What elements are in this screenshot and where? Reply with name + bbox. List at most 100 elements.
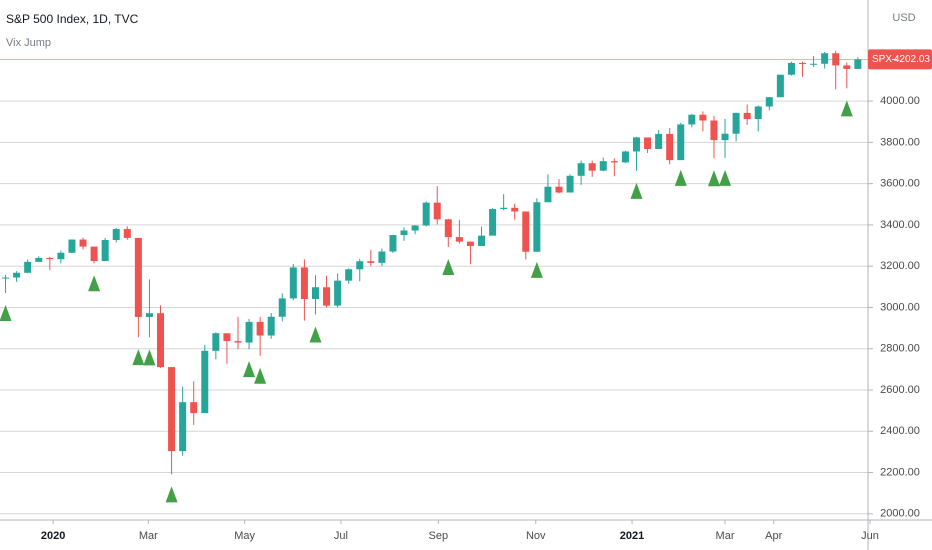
signal-marker <box>132 349 145 366</box>
candle-body <box>267 316 275 336</box>
last-price-symbol: SPX <box>872 54 892 65</box>
x-tick-label: Nov <box>526 530 546 542</box>
candle-body <box>666 133 674 161</box>
candle-body <box>300 267 308 299</box>
candle-body <box>455 237 463 242</box>
candle-body <box>157 313 165 368</box>
candle-body <box>610 161 618 163</box>
candle-body <box>799 62 807 64</box>
candle-body <box>201 350 209 414</box>
candle-body <box>478 235 486 246</box>
y-tick-label: 2400.00 <box>880 425 920 437</box>
x-tick-label: May <box>234 530 255 542</box>
candle-body <box>35 257 43 262</box>
signal-marker <box>0 305 12 322</box>
candle-body <box>699 114 707 121</box>
candle-body <box>489 209 497 236</box>
candle-body <box>688 114 696 125</box>
candle-body <box>821 53 829 64</box>
candle-body <box>632 137 640 152</box>
candle-body <box>522 211 530 252</box>
candle-body <box>566 175 574 193</box>
candle-body <box>422 202 430 226</box>
signal-marker <box>309 326 322 343</box>
candle-body <box>245 321 253 343</box>
signal-marker <box>630 182 643 199</box>
x-tick-label: 2020 <box>41 530 65 542</box>
candle-body <box>644 137 652 149</box>
axes: 2000.00 2200.00 2400.00 2600.00 2800.00 3000.… <box>41 49 932 542</box>
last-price-value: 4202.03 <box>894 54 931 65</box>
candle-body <box>256 321 264 336</box>
time-axis-panel <box>0 520 868 550</box>
candle-body <box>533 202 541 252</box>
candle-body <box>500 207 508 210</box>
candle-body <box>444 219 452 238</box>
candle-body <box>655 133 663 149</box>
candle-body <box>334 280 342 306</box>
candle-body <box>24 261 32 273</box>
x-tick-label: Mar <box>716 530 735 542</box>
candle-body <box>278 298 286 317</box>
chart-title: S&P 500 Index, 1D, TVC <box>6 12 139 26</box>
candle-body <box>311 287 319 299</box>
candle-body <box>101 239 109 262</box>
candle-body <box>179 402 187 452</box>
plot-area <box>0 50 868 515</box>
signal-marker <box>243 361 256 378</box>
candle-body <box>511 207 519 212</box>
y-tick-label: 2000.00 <box>880 508 920 520</box>
signal-marker <box>254 367 267 384</box>
candle-body <box>677 124 685 161</box>
y-tick-label: 3600.00 <box>880 178 920 190</box>
candle-body <box>79 239 87 247</box>
y-tick-label: 4000.00 <box>880 95 920 107</box>
signal-marker <box>840 100 853 117</box>
y-tick-label: 3200.00 <box>880 260 920 272</box>
candle-body <box>787 62 795 75</box>
candle-body <box>555 186 563 193</box>
candle-body <box>112 229 120 240</box>
y-tick-label: 2800.00 <box>880 343 920 355</box>
last-price-box <box>868 49 932 70</box>
signal-marker <box>442 259 455 275</box>
candle-body <box>411 225 419 231</box>
candle-body <box>732 112 740 134</box>
signal-marker <box>88 275 101 292</box>
candle-body <box>134 237 142 317</box>
y-tick-label: 3400.00 <box>880 219 920 231</box>
candle-body <box>854 59 862 69</box>
candle-body <box>810 63 818 65</box>
x-tick-label: Mar <box>139 530 158 542</box>
candle-body <box>223 333 231 342</box>
signal-marker <box>143 349 156 366</box>
candle-body <box>90 246 98 262</box>
candle-body <box>57 252 65 260</box>
y-tick-label: 3800.00 <box>880 136 920 148</box>
candle-body <box>400 230 408 236</box>
candle-body <box>776 74 784 98</box>
candle-body <box>345 269 353 281</box>
candle-body <box>599 161 607 171</box>
candle-body <box>289 267 297 299</box>
signal-marker <box>719 169 732 186</box>
candle-body <box>356 261 364 270</box>
y-tick-label: 2600.00 <box>880 384 920 396</box>
candle-body <box>367 261 375 263</box>
candle-body <box>234 341 242 343</box>
candle-body <box>743 112 751 120</box>
candle-body <box>190 402 198 414</box>
price-axis-panel <box>868 0 932 550</box>
x-tick-label: Jul <box>334 530 348 542</box>
signal-marker <box>530 261 543 278</box>
y-tick-label: 3000.00 <box>880 301 920 313</box>
indicator-name: Vix Jump <box>6 37 51 49</box>
candle-body <box>2 277 10 279</box>
candle-body <box>323 287 331 306</box>
currency-label: USD <box>892 12 915 24</box>
candle-body <box>621 151 629 163</box>
x-tick-label: 2021 <box>620 530 644 542</box>
x-tick-label: Apr <box>765 530 782 542</box>
candle-body <box>754 106 762 120</box>
